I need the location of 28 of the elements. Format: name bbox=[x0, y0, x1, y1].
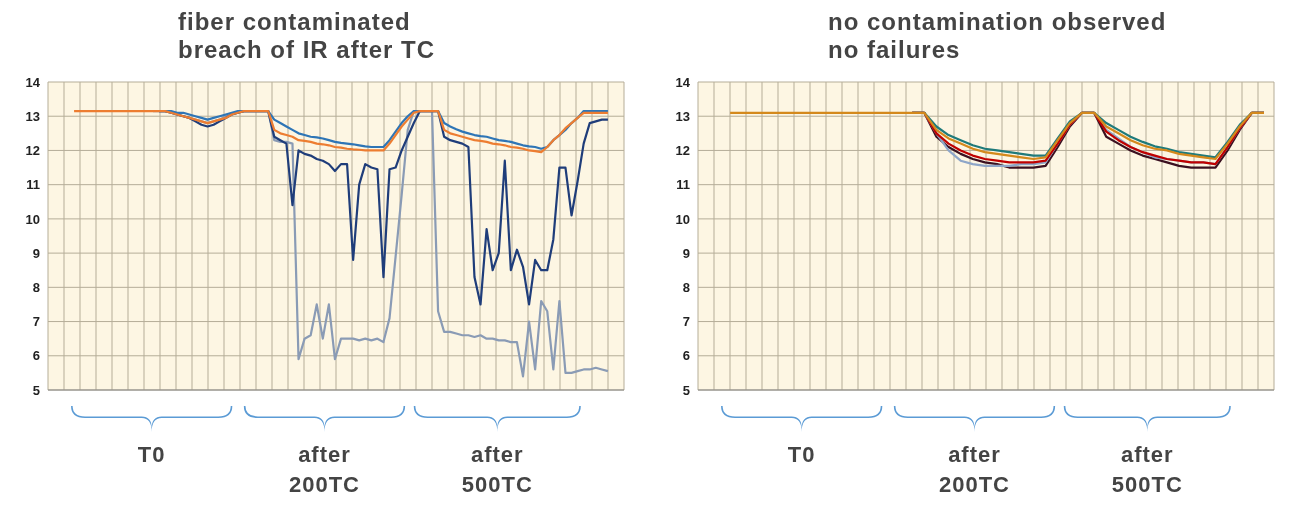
y-tick-label: 6 bbox=[682, 348, 690, 364]
text: T0 bbox=[136, 441, 167, 469]
text: after 200TC bbox=[937, 441, 1011, 499]
y-tick-label: 11 bbox=[26, 177, 40, 193]
y-tick-label: 7 bbox=[682, 314, 690, 330]
chart-title: no contamination observed no failures bbox=[828, 8, 1168, 64]
y-tick-label: 9 bbox=[682, 245, 690, 261]
y-tick-label: 13 bbox=[25, 108, 40, 124]
text: after 500TC bbox=[460, 441, 534, 499]
y-tick-label: 10 bbox=[675, 211, 690, 227]
y-tick-label: 12 bbox=[25, 143, 40, 159]
chart-title: fiber contaminated breach of IR after TC bbox=[178, 8, 437, 64]
y-tick-label: 12 bbox=[675, 143, 690, 159]
text: after 500TC bbox=[1110, 441, 1184, 499]
y-tick-label: 8 bbox=[682, 279, 690, 295]
y-tick-label: 5 bbox=[32, 382, 40, 398]
text: T0 bbox=[786, 441, 817, 469]
y-tick-label: 5 bbox=[682, 382, 690, 398]
text: after 200TC bbox=[287, 441, 361, 499]
y-tick-label: 13 bbox=[675, 108, 690, 124]
y-tick-label: 6 bbox=[32, 348, 40, 364]
y-tick-label: 9 bbox=[32, 245, 40, 261]
y-tick-label: 14 bbox=[25, 74, 41, 90]
y-tick-label: 11 bbox=[676, 177, 690, 193]
y-tick-label: 10 bbox=[25, 211, 40, 227]
y-tick-label: 7 bbox=[32, 314, 40, 330]
y-tick-label: 8 bbox=[32, 279, 40, 295]
y-tick-label: 14 bbox=[675, 74, 691, 90]
